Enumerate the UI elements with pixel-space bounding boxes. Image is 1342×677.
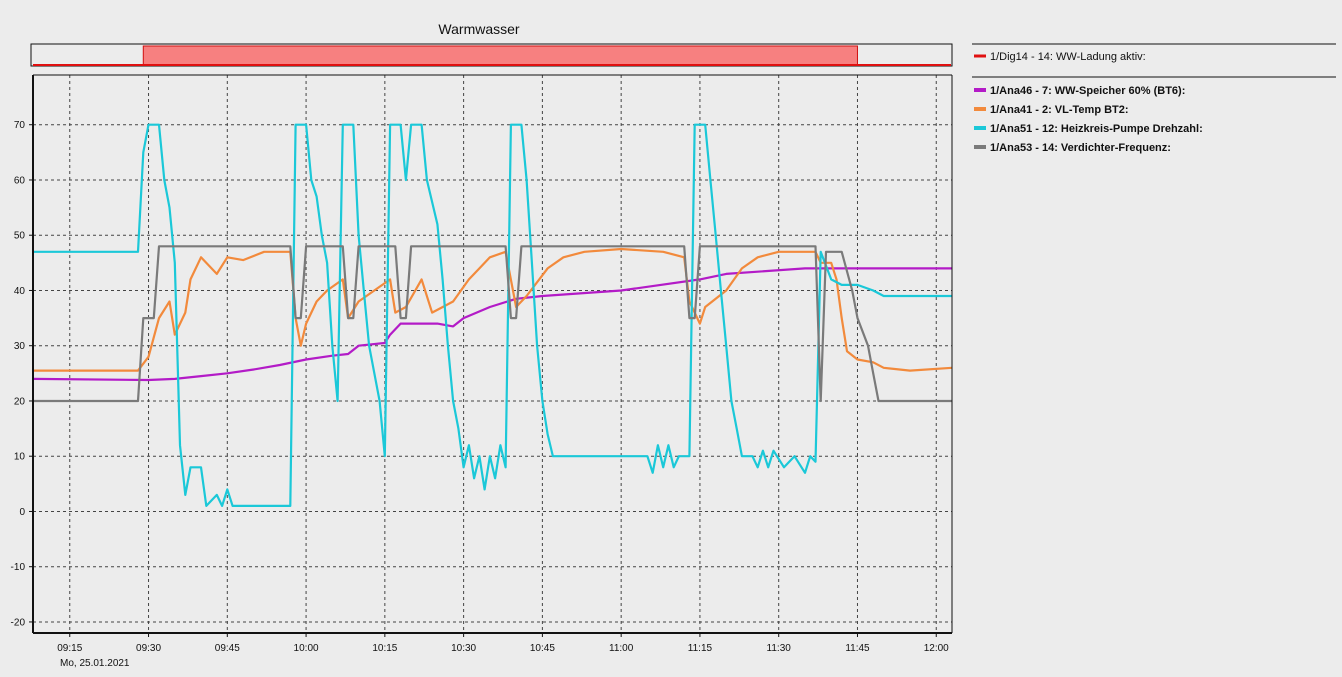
x-tick-label: 11:30 — [767, 643, 792, 654]
x-tick-labels: 09:15 09:30 09:45 10:00 10:15 10:30 10:45 11:00… — [57, 633, 949, 654]
x-tick-label: 09:30 — [136, 643, 161, 654]
x-tick-label: 09:45 — [215, 643, 240, 654]
legend: 1/Dig14 - 14: WW-Ladung aktiv: 1/Ana46 -… — [972, 43, 1336, 154]
legend-label: 1/Ana51 - 12: Heizkreis-Pumpe Drehzahl: — [990, 123, 1203, 135]
x-tick-label: 12:00 — [924, 643, 949, 654]
x-tick-label: 10:00 — [294, 643, 319, 654]
series-layer — [32, 123, 953, 507]
y-tick-label: 20 — [14, 396, 26, 407]
digital-strip — [30, 43, 953, 67]
series-line-2 — [33, 247, 953, 372]
y-tick-label: 50 — [14, 231, 26, 242]
x-tick-label: 11:00 — [609, 643, 634, 654]
y-tick-label: 60 — [14, 175, 26, 186]
y-tick-label: 40 — [14, 286, 26, 297]
x-tick-label: 11:15 — [688, 643, 713, 654]
series-line-3 — [33, 123, 952, 507]
chart-title: Warmwasser — [438, 21, 519, 37]
legend-label: 1/Dig14 - 14: WW-Ladung aktiv: — [990, 51, 1146, 63]
legend-item-digital: 1/Dig14 - 14: WW-Ladung aktiv: — [974, 51, 1146, 63]
y-tick-label: 0 — [19, 507, 25, 518]
y-tick-label: -20 — [11, 617, 26, 628]
legend-label: 1/Ana46 - 7: WW-Speicher 60% (BT6): — [990, 85, 1185, 97]
legend-item-1: 1/Ana46 - 7: WW-Speicher 60% (BT6): — [974, 85, 1185, 97]
y-tick-label: 70 — [14, 120, 26, 131]
x-date-label: Mo, 25.01.2021 — [60, 658, 130, 669]
x-tick-label: 09:15 — [57, 643, 82, 654]
x-tick-label: 10:30 — [451, 643, 476, 654]
y-tick-label: 10 — [14, 452, 26, 463]
plot-area: 70 60 50 40 30 20 10 0 -10 -20 09:15 09:30 09:45 10:… — [11, 74, 953, 669]
y-tick-label: -10 — [11, 562, 26, 573]
legend-item-2: 1/Ana41 - 2: VL-Temp BT2: — [974, 104, 1129, 116]
plot-frame — [33, 75, 952, 633]
y-tick-labels: 70 60 50 40 30 20 10 0 -10 -20 — [11, 120, 33, 628]
legend-item-4: 1/Ana53 - 14: Verdichter-Frequenz: — [974, 142, 1171, 154]
legend-series-list: 1/Ana46 - 7: WW-Speicher 60% (BT6): 1/Ana… — [974, 85, 1203, 154]
series-line-4 — [33, 245, 952, 403]
x-tick-label: 10:45 — [530, 643, 555, 654]
x-tick-label: 11:45 — [845, 643, 870, 654]
x-tick-label: 10:15 — [372, 643, 397, 654]
y-tick-label: 30 — [14, 341, 26, 352]
digital-active-bar — [142, 45, 858, 66]
legend-label: 1/Ana53 - 14: Verdichter-Frequenz: — [990, 142, 1171, 154]
legend-label: 1/Ana41 - 2: VL-Temp BT2: — [990, 104, 1129, 116]
legend-item-3: 1/Ana51 - 12: Heizkreis-Pumpe Drehzahl: — [974, 123, 1203, 135]
